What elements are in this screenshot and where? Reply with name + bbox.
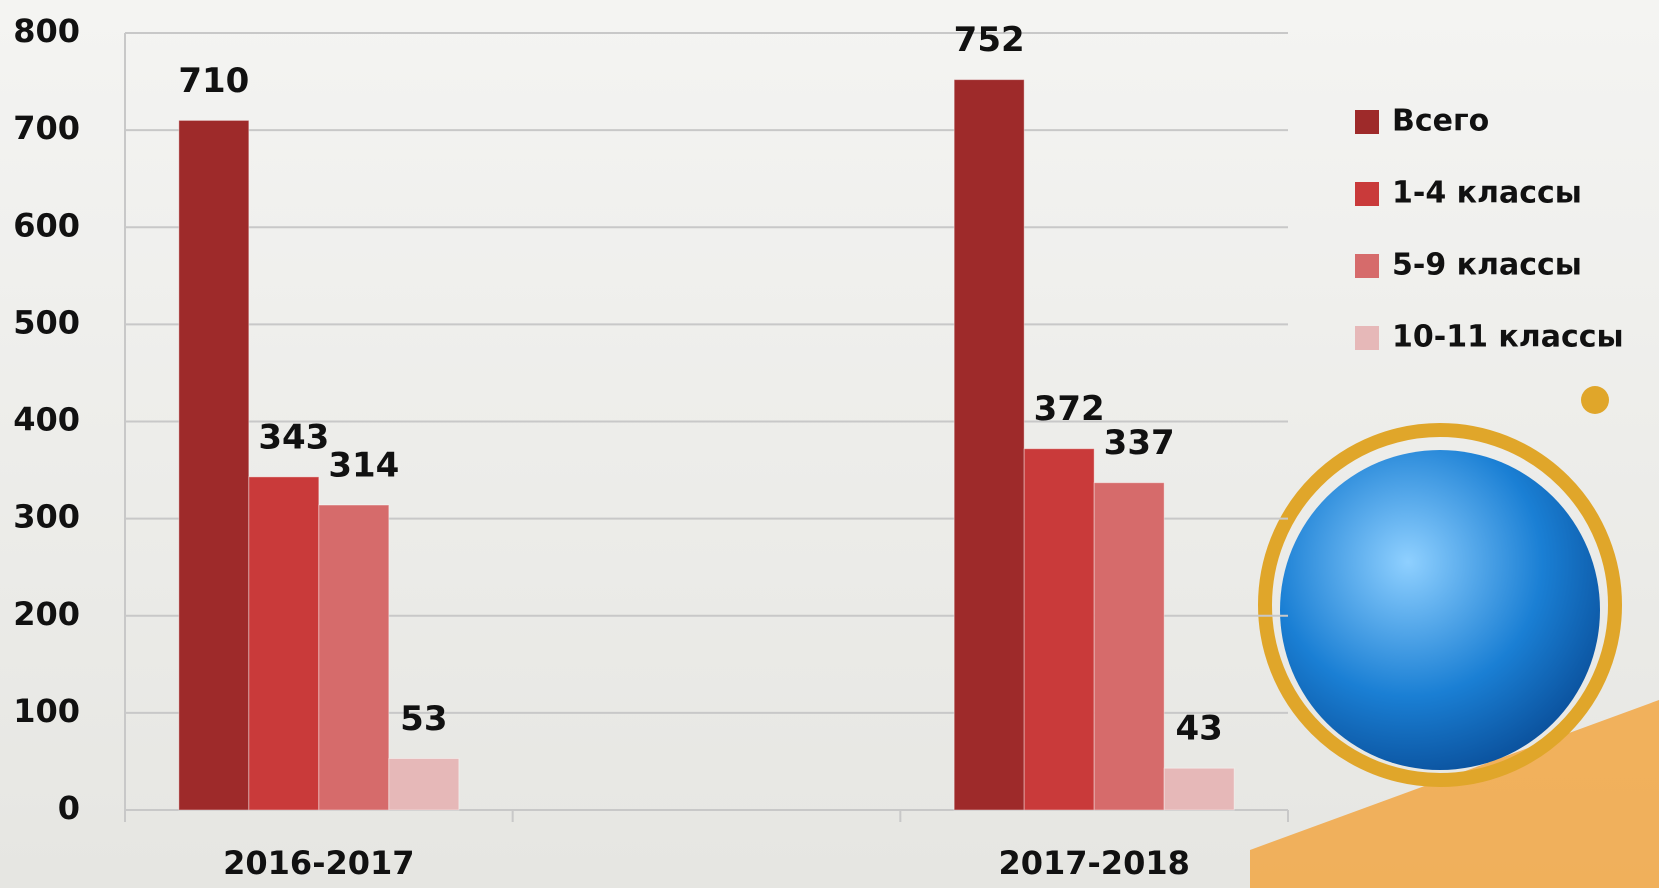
- bar: [248, 476, 320, 811]
- legend-label: 10-11 классы: [1392, 320, 1624, 355]
- data-label: 337: [1104, 423, 1175, 463]
- x-tick-label: 2017-2018: [998, 844, 1189, 882]
- data-label: 43: [1176, 709, 1223, 749]
- legend-swatch: [1355, 182, 1379, 206]
- legend-label: 5-9 классы: [1392, 248, 1582, 283]
- bar: [1163, 767, 1235, 811]
- data-label: 343: [258, 417, 329, 457]
- y-tick-label: 200: [13, 595, 80, 633]
- bar: [318, 504, 390, 811]
- bar: [388, 758, 460, 811]
- data-label: 314: [328, 446, 399, 486]
- y-tick-label: 400: [13, 401, 80, 439]
- y-tick-label: 100: [13, 692, 80, 730]
- data-label: 372: [1034, 389, 1105, 429]
- legend-label: Всего: [1392, 104, 1489, 139]
- legend-swatch: [1355, 254, 1379, 278]
- x-tick-label: 2016-2017: [223, 844, 414, 882]
- globe-decoration: [1250, 386, 1659, 888]
- legend-swatch: [1355, 326, 1379, 350]
- y-tick-label: 700: [13, 109, 80, 147]
- bar: [1023, 448, 1095, 811]
- legend-label: 1-4 классы: [1392, 176, 1582, 211]
- y-tick-label: 0: [58, 789, 80, 827]
- data-label: 752: [954, 20, 1025, 60]
- bar: [953, 79, 1025, 811]
- data-label: 53: [400, 699, 447, 739]
- y-tick-label: 600: [13, 206, 80, 244]
- y-tick-label: 800: [13, 12, 80, 50]
- bar: [178, 119, 250, 811]
- legend-swatch: [1355, 110, 1379, 134]
- y-tick-label: 300: [13, 498, 80, 536]
- data-label: 710: [178, 61, 249, 101]
- y-tick-label: 500: [13, 303, 80, 341]
- bar: [1093, 482, 1165, 811]
